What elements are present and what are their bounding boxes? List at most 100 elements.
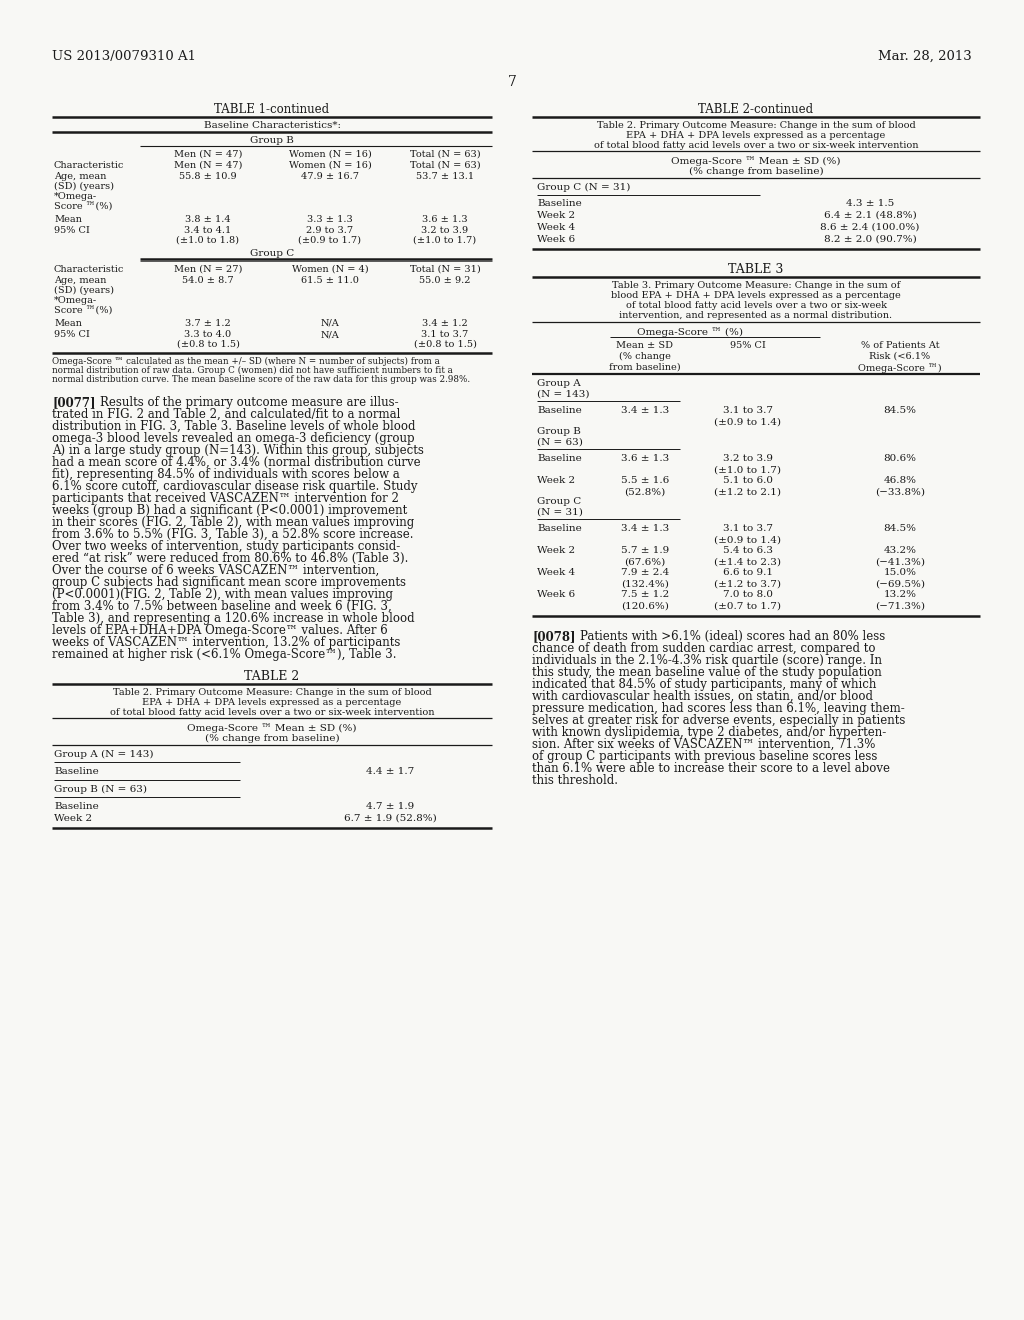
Text: 4.4 ± 1.7: 4.4 ± 1.7 (366, 767, 414, 776)
Text: (−69.5%): (−69.5%) (874, 579, 925, 589)
Text: Week 2: Week 2 (537, 211, 575, 220)
Text: Week 2: Week 2 (537, 546, 575, 554)
Text: 6.1% score cutoff, cardiovascular disease risk quartile. Study: 6.1% score cutoff, cardiovascular diseas… (52, 480, 418, 492)
Text: (±0.9 to 1.4): (±0.9 to 1.4) (715, 536, 781, 545)
Text: (±0.7 to 1.7): (±0.7 to 1.7) (715, 602, 781, 611)
Text: Week 4: Week 4 (537, 223, 575, 232)
Text: (N = 63): (N = 63) (537, 438, 583, 447)
Text: Week 6: Week 6 (537, 235, 575, 244)
Text: 53.7 ± 13.1: 53.7 ± 13.1 (416, 172, 474, 181)
Text: 7: 7 (508, 75, 516, 88)
Text: (±1.2 to 2.1): (±1.2 to 2.1) (715, 488, 781, 498)
Text: 95% CI: 95% CI (730, 341, 766, 350)
Text: 84.5%: 84.5% (884, 407, 916, 414)
Text: Week 4: Week 4 (537, 568, 575, 577)
Text: indicated that 84.5% of study participants, many of which: indicated that 84.5% of study participan… (532, 678, 877, 690)
Text: of total blood fatty acid levels over a two or six-week: of total blood fatty acid levels over a … (626, 301, 887, 310)
Text: 55.8 ± 10.9: 55.8 ± 10.9 (179, 172, 237, 181)
Text: Mean ± SD: Mean ± SD (616, 341, 674, 350)
Text: blood EPA + DHA + DPA levels expressed as a percentage: blood EPA + DHA + DPA levels expressed a… (611, 290, 901, 300)
Text: Group B (N = 63): Group B (N = 63) (54, 785, 147, 795)
Text: Omega-Score ™ calculated as the mean +/– SD (where N = number of subjects) from : Omega-Score ™ calculated as the mean +/–… (52, 356, 440, 366)
Text: Women (N = 16): Women (N = 16) (289, 161, 372, 170)
Text: 3.8 ± 1.4: 3.8 ± 1.4 (185, 215, 230, 224)
Text: Women (N = 16): Women (N = 16) (289, 150, 372, 158)
Text: Table 3. Primary Outcome Measure: Change in the sum of: Table 3. Primary Outcome Measure: Change… (612, 281, 900, 290)
Text: Baseline Characteristics*:: Baseline Characteristics*: (204, 121, 341, 129)
Text: (52.8%): (52.8%) (625, 488, 666, 498)
Text: Age, mean: Age, mean (54, 276, 106, 285)
Text: (±0.9 to 1.7): (±0.9 to 1.7) (299, 236, 361, 246)
Text: individuals in the 2.1%-4.3% risk quartile (score) range. In: individuals in the 2.1%-4.3% risk quarti… (532, 653, 882, 667)
Text: 5.5 ± 1.6: 5.5 ± 1.6 (621, 477, 669, 484)
Text: Characteristic: Characteristic (54, 265, 124, 275)
Text: (±0.8 to 1.5): (±0.8 to 1.5) (414, 341, 476, 348)
Text: with cardiovascular health issues, on statin, and/or blood: with cardiovascular health issues, on st… (532, 690, 873, 704)
Text: omega-3 blood levels revealed an omega-3 deficiency (group: omega-3 blood levels revealed an omega-3… (52, 432, 415, 445)
Text: Total (N = 31): Total (N = 31) (410, 265, 480, 275)
Text: 3.6 ± 1.3: 3.6 ± 1.3 (621, 454, 669, 463)
Text: (% change from baseline): (% change from baseline) (205, 734, 339, 743)
Text: Week 2: Week 2 (54, 814, 92, 822)
Text: 55.0 ± 9.2: 55.0 ± 9.2 (419, 276, 471, 285)
Text: weeks (group B) had a significant (P<0.0001) improvement: weeks (group B) had a significant (P<0.0… (52, 504, 408, 517)
Text: (% change: (% change (620, 352, 671, 362)
Text: of group C participants with previous baseline scores less: of group C participants with previous ba… (532, 750, 878, 763)
Text: 6.7 ± 1.9 (52.8%): 6.7 ± 1.9 (52.8%) (344, 814, 436, 822)
Text: Mar. 28, 2013: Mar. 28, 2013 (879, 50, 972, 63)
Text: (−41.3%): (−41.3%) (874, 558, 925, 568)
Text: 61.5 ± 11.0: 61.5 ± 11.0 (301, 276, 359, 285)
Text: had a mean score of 4.4%, or 3.4% (normal distribution curve: had a mean score of 4.4%, or 3.4% (norma… (52, 455, 421, 469)
Text: 95% CI: 95% CI (54, 226, 90, 235)
Text: (SD) (years): (SD) (years) (54, 182, 114, 191)
Text: Results of the primary outcome measure are illus-: Results of the primary outcome measure a… (100, 396, 398, 409)
Text: chance of death from sudden cardiac arrest, compared to: chance of death from sudden cardiac arre… (532, 642, 876, 655)
Text: Omega-Score ™ Mean ± SD (%): Omega-Score ™ Mean ± SD (%) (187, 723, 356, 733)
Text: Baseline: Baseline (537, 524, 582, 533)
Text: (N = 143): (N = 143) (537, 389, 590, 399)
Text: (% change from baseline): (% change from baseline) (689, 168, 823, 176)
Text: 15.0%: 15.0% (884, 568, 916, 577)
Text: Group A: Group A (537, 379, 581, 388)
Text: than 6.1% were able to increase their score to a level above: than 6.1% were able to increase their sc… (532, 762, 890, 775)
Text: this threshold.: this threshold. (532, 774, 618, 787)
Text: normal distribution of raw data. Group C (women) did not have sufficient numbers: normal distribution of raw data. Group C… (52, 366, 453, 375)
Text: Week 2: Week 2 (537, 477, 575, 484)
Text: with known dyslipidemia, type 2 diabetes, and/or hyperten-: with known dyslipidemia, type 2 diabetes… (532, 726, 886, 739)
Text: (±1.0 to 1.8): (±1.0 to 1.8) (176, 236, 240, 246)
Text: 95% CI: 95% CI (54, 330, 90, 339)
Text: Group B: Group B (250, 136, 294, 145)
Text: Over two weeks of intervention, study participants consid-: Over two weeks of intervention, study pa… (52, 540, 400, 553)
Text: TABLE 3: TABLE 3 (728, 263, 783, 276)
Text: weeks of VASCAZEN™ intervention, 13.2% of participants: weeks of VASCAZEN™ intervention, 13.2% o… (52, 636, 400, 649)
Text: (SD) (years): (SD) (years) (54, 286, 114, 296)
Text: levels of EPA+DHA+DPA Omega-Score™ values. After 6: levels of EPA+DHA+DPA Omega-Score™ value… (52, 624, 388, 638)
Text: pressure medication, had scores less than 6.1%, leaving them-: pressure medication, had scores less tha… (532, 702, 905, 715)
Text: Men (N = 27): Men (N = 27) (174, 265, 243, 275)
Text: Table 2. Primary Outcome Measure: Change in the sum of blood: Table 2. Primary Outcome Measure: Change… (597, 121, 915, 129)
Text: (±1.0 to 1.7): (±1.0 to 1.7) (414, 236, 476, 246)
Text: 3.6 ± 1.3: 3.6 ± 1.3 (422, 215, 468, 224)
Text: normal distribution curve. The mean baseline score of the raw data for this grou: normal distribution curve. The mean base… (52, 375, 470, 384)
Text: Group C (N = 31): Group C (N = 31) (537, 183, 631, 193)
Text: distribution in FIG. 3, Table 3. Baseline levels of whole blood: distribution in FIG. 3, Table 3. Baselin… (52, 420, 416, 433)
Text: EPA + DHA + DPA levels expressed as a percentage: EPA + DHA + DPA levels expressed as a pe… (142, 698, 401, 708)
Text: (±0.9 to 1.4): (±0.9 to 1.4) (715, 418, 781, 426)
Text: 3.1 to 3.7: 3.1 to 3.7 (723, 407, 773, 414)
Text: N/A: N/A (321, 330, 339, 339)
Text: 3.7 ± 1.2: 3.7 ± 1.2 (185, 319, 230, 327)
Text: (−71.3%): (−71.3%) (874, 602, 925, 611)
Text: TABLE 2: TABLE 2 (245, 671, 300, 682)
Text: *Omega-: *Omega- (54, 191, 97, 201)
Text: Week 6: Week 6 (537, 590, 575, 599)
Text: 4.7 ± 1.9: 4.7 ± 1.9 (366, 803, 414, 810)
Text: 46.8%: 46.8% (884, 477, 916, 484)
Text: N/A: N/A (321, 319, 339, 327)
Text: 7.9 ± 2.4: 7.9 ± 2.4 (621, 568, 669, 577)
Text: (132.4%): (132.4%) (622, 579, 669, 589)
Text: selves at greater risk for adverse events, especially in patients: selves at greater risk for adverse event… (532, 714, 905, 727)
Text: A) in a large study group (N=143). Within this group, subjects: A) in a large study group (N=143). Withi… (52, 444, 424, 457)
Text: 5.1 to 6.0: 5.1 to 6.0 (723, 477, 773, 484)
Text: group C subjects had significant mean score improvements: group C subjects had significant mean sc… (52, 576, 406, 589)
Text: 6.6 to 9.1: 6.6 to 9.1 (723, 568, 773, 577)
